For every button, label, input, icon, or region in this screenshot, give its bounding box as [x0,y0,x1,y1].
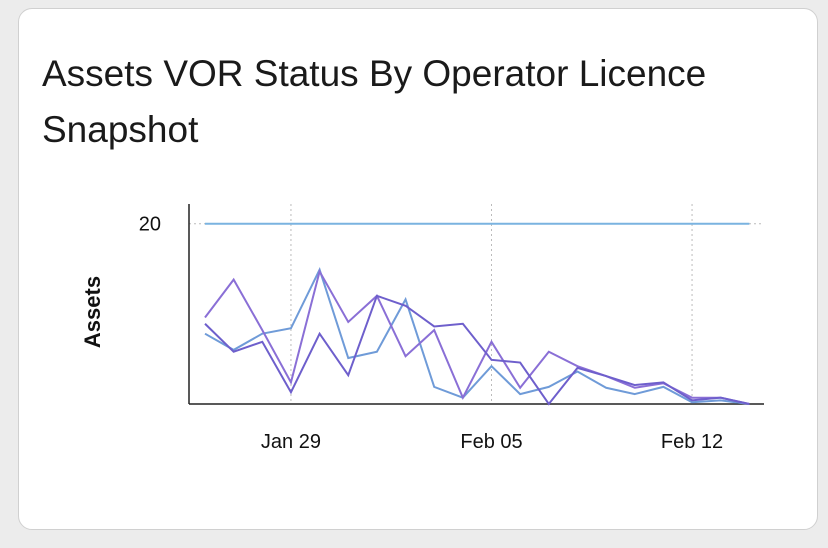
x-tick-label: Jan 29 [261,431,321,453]
series-line [204,268,750,405]
series-line [204,267,750,405]
x-tick-label: Feb 12 [661,431,723,453]
card [18,8,818,530]
chart-title: Assets VOR Status By Operator Licence Sn… [42,53,707,150]
y-tick-label: 20 [139,214,161,236]
series-line [204,294,750,406]
y-axis-label: Assets [80,276,105,348]
x-tick-label: Feb 05 [460,431,522,453]
